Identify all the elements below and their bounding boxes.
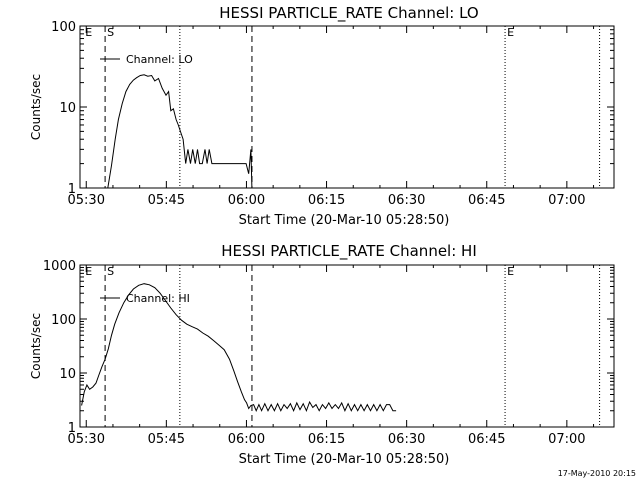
marker-label-4: E — [507, 26, 514, 39]
y-axis-label-lo: Counts/sec — [29, 74, 43, 140]
plot-frame-lo — [79, 25, 615, 189]
legend-label-hi: Channel: HI — [126, 292, 190, 305]
plot-frame-hi — [79, 264, 615, 428]
x-tick-label-3: 06:15 — [308, 193, 345, 208]
x-tick-label-6: 07:00 — [548, 432, 585, 447]
marker-label-0: E — [85, 26, 92, 39]
x-tick-label-4: 06:30 — [388, 193, 425, 208]
marker-label-1: S — [107, 265, 114, 278]
y-tick-label-1: 10 — [59, 367, 76, 382]
y-tick-label-0: 1 — [68, 421, 76, 436]
y-tick-label-2: 100 — [51, 20, 76, 35]
legend-label-lo: Channel: LO — [126, 53, 193, 66]
x-tick-label-0: 05:30 — [68, 193, 105, 208]
hi-channel-panel: HESSI PARTICLE_RATE Channel: HI E S E 05:3… — [29, 242, 615, 467]
x-axis-label-hi: Start Time (20-Mar-10 05:28:50) — [239, 452, 450, 467]
x-tick-label-2: 06:00 — [228, 193, 265, 208]
y-axis-label-hi: Counts/sec — [29, 313, 43, 379]
x-tick-label-1: 05:45 — [148, 432, 185, 447]
marker-label-4: E — [507, 265, 514, 278]
y-tick-label-3: 1000 — [43, 259, 76, 274]
y-tick-label-2: 100 — [51, 313, 76, 328]
x-tick-label-5: 06:45 — [468, 193, 505, 208]
y-tick-label-0: 1 — [68, 182, 76, 197]
marker-label-1: S — [107, 26, 114, 39]
marker-label-0: E — [85, 265, 92, 278]
chart-title-lo: HESSI PARTICLE_RATE Channel: LO — [219, 4, 478, 23]
lo-channel-series-line — [107, 74, 253, 189]
x-tick-label-1: 05:45 — [148, 193, 185, 208]
x-tick-label-6: 07:00 — [548, 193, 585, 208]
hi-channel-series-line — [81, 283, 397, 413]
x-tick-label-3: 06:15 — [308, 432, 345, 447]
x-tick-label-0: 05:30 — [68, 432, 105, 447]
lo-channel-panel: HESSI PARTICLE_RATE Channel: LO E S E 05:3… — [29, 4, 615, 228]
x-tick-label-2: 06:00 — [228, 432, 265, 447]
axis-ticks-lo: 05:30 05:45 06:00 06:15 06:30 06:45 07:00 1 10 10… — [51, 20, 614, 208]
y-tick-label-1: 10 — [59, 101, 76, 116]
x-tick-label-5: 06:45 — [468, 432, 505, 447]
date-stamp: 17-May-2010 20:15 — [558, 469, 636, 478]
x-tick-label-4: 06:30 — [388, 432, 425, 447]
axis-ticks-hi: 05:30 05:45 06:00 06:15 06:30 06:45 07:00 1 10 10… — [43, 259, 614, 447]
chart-title-hi: HESSI PARTICLE_RATE Channel: HI — [221, 242, 477, 261]
x-axis-label-lo: Start Time (20-Mar-10 05:28:50) — [239, 213, 450, 228]
